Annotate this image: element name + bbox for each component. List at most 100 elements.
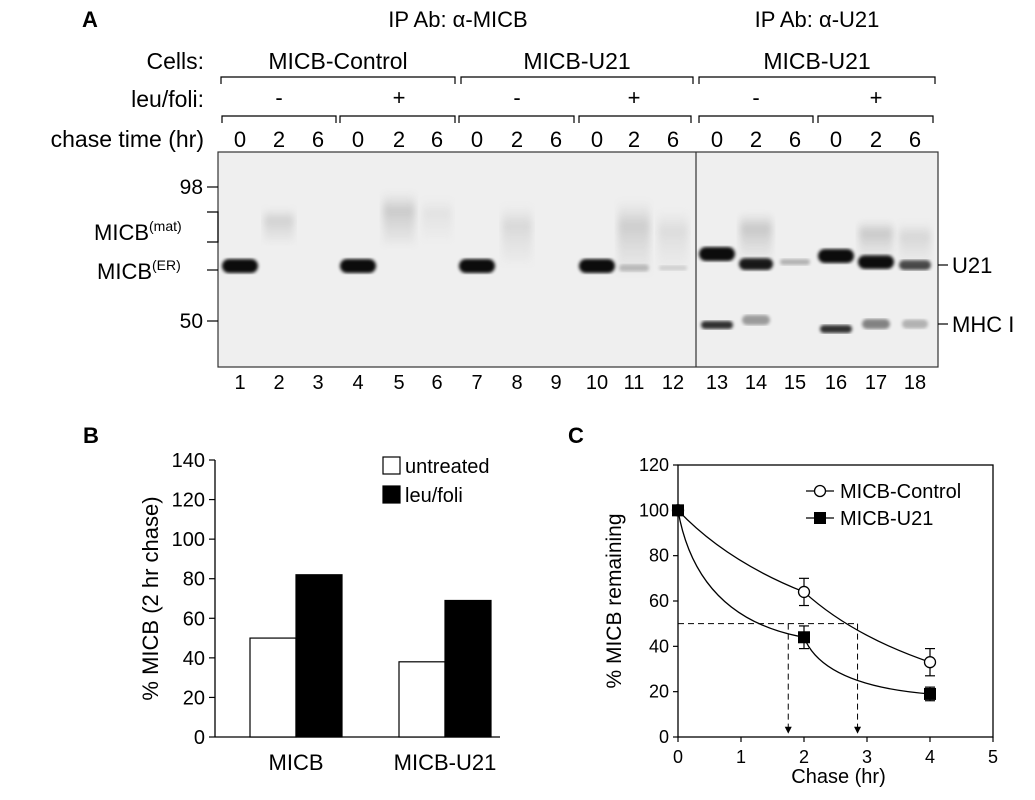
- c-legend-marker: [814, 512, 826, 524]
- lane-number: 14: [745, 372, 767, 394]
- leu-foli-mark: +: [628, 85, 641, 110]
- c-legend-label: MICB-Control: [840, 481, 961, 503]
- b-y-tick-label: 120: [172, 490, 205, 512]
- cell-groups: MICB-Control MICB-U21 MICB-U21: [220, 48, 936, 84]
- chase-time-label: 2: [393, 127, 405, 152]
- c-x-tick-label: 2: [799, 747, 809, 767]
- b-y-tick-label: 60: [183, 608, 205, 630]
- smear-micb-mat: [264, 208, 294, 242]
- band-mhc-i: [742, 315, 770, 325]
- panel-b: B 0 20 40 60 80 100 120 140 % MICB (2 hr chase) M…: [83, 423, 500, 775]
- c-point-micb-control: [797, 585, 811, 599]
- leu-foli-bracket: [817, 115, 934, 123]
- b-bar-leu-foli: [444, 599, 492, 738]
- leu-foli-bracket: [339, 115, 456, 123]
- c-y-tick-label: 60: [649, 591, 669, 611]
- c-x-tick-label: 4: [925, 747, 935, 767]
- chase-time-label: 6: [550, 127, 562, 152]
- c-y-tick-label: 0: [659, 727, 669, 747]
- leu-foli-mark: -: [275, 85, 282, 110]
- marker-50-label: 50: [180, 310, 203, 333]
- c-x-tick-label: 3: [862, 747, 872, 767]
- row-label-leu-foli: leu/foli:: [131, 86, 204, 112]
- c-y-tick-label: 20: [649, 682, 669, 702]
- band-u21: [739, 258, 773, 270]
- b-legend-swatch: [382, 456, 401, 475]
- leu-foli-mark: +: [870, 85, 883, 110]
- lane-number: 5: [393, 372, 404, 394]
- b-bar-untreated: [249, 637, 297, 738]
- ip-label-u21: IP Ab: α-U21: [755, 7, 880, 32]
- band-micb-er: [579, 259, 615, 273]
- cell-group-label: MICB-U21: [523, 48, 630, 74]
- b-y-tick-label: 20: [183, 687, 205, 709]
- lane-number: 4: [352, 372, 363, 394]
- chase-time-label: 0: [591, 127, 603, 152]
- c-legend-label: MICB-U21: [840, 508, 933, 530]
- smear-u21: [859, 220, 893, 256]
- panel-c-plot: 0 20 40 60 80 100 120 0 1 2 3 4 5 Chase (hr) % MICB re…: [603, 455, 998, 788]
- smear-u21: [899, 222, 931, 262]
- lane-number: 15: [784, 372, 806, 394]
- panel-c-letter: C: [568, 423, 584, 448]
- b-y-tick-label: 0: [194, 727, 205, 749]
- b-y-tick-label: 100: [172, 529, 205, 551]
- leu-foli-groups: - + - + - +: [221, 85, 934, 123]
- smear-micb-mat: [658, 210, 688, 268]
- lane-number: 13: [706, 372, 728, 394]
- lane-number: 7: [471, 372, 482, 394]
- chase-time-label: 6: [909, 127, 921, 152]
- c-y-tick-label: 120: [639, 455, 669, 475]
- b-bar-untreated: [398, 661, 446, 738]
- b-category-label: MICB: [269, 750, 324, 775]
- band-mhc-i: [820, 325, 852, 333]
- chase-time-label: 6: [431, 127, 443, 152]
- b-bar-leu-foli: [295, 574, 343, 738]
- leu-foli-mark: -: [513, 85, 520, 110]
- c-plot-frame: [677, 464, 994, 738]
- b-legend-swatch: [382, 485, 401, 504]
- c-point-micb-u21: [924, 687, 936, 700]
- c-y-tick-label: 100: [639, 500, 669, 520]
- chase-time-label: 6: [312, 127, 324, 152]
- cell-group-bracket: [220, 76, 456, 84]
- smear-u21: [740, 212, 772, 258]
- c-x-tick-label: 1: [736, 747, 746, 767]
- band-mhc-i: [902, 319, 928, 329]
- lane-number: 9: [550, 372, 561, 394]
- lane-number: 12: [662, 372, 684, 394]
- chase-time-label: 2: [628, 127, 640, 152]
- b-category-label: MICB-U21: [394, 750, 497, 775]
- gel-frame: [217, 151, 939, 368]
- band-u21: [899, 260, 931, 270]
- b-y-tick-label: 140: [172, 450, 205, 472]
- panel-b-letter: B: [83, 423, 99, 448]
- lane-number: 10: [586, 372, 608, 394]
- leu-foli-bracket: [458, 115, 575, 123]
- band-u21: [699, 247, 735, 261]
- row-label-chase-time: chase time (hr): [51, 126, 204, 152]
- c-legend-marker: [813, 484, 827, 498]
- band-u21: [858, 255, 894, 269]
- lane-numbers: 1 2 3 4 5 6 7 8 9 10 11 12 13 14 15 16 17 18: [234, 372, 926, 394]
- chase-time-label: 0: [234, 127, 246, 152]
- panel-c: C 0 20 40 60 80 100 120 0 1 2 3 4 5 Chase (hr) % MICB …: [568, 423, 998, 788]
- lane-number: 3: [312, 372, 323, 394]
- chase-time-label: 2: [273, 127, 285, 152]
- u21-label: U21: [952, 253, 992, 278]
- chase-time-label: 6: [667, 127, 679, 152]
- band-micb-er-faint: [659, 265, 687, 271]
- cell-group-bracket: [460, 76, 694, 84]
- leu-foli-bracket: [578, 115, 692, 123]
- panel-a-letter: A: [82, 7, 98, 32]
- smear-micb-mat: [502, 205, 532, 262]
- lane-number: 8: [511, 372, 522, 394]
- ip-label-micb: IP Ab: α-MICB: [388, 7, 527, 32]
- leu-foli-bracket: [698, 115, 814, 123]
- lane-number: 16: [825, 372, 847, 394]
- smear-micb-mat: [422, 198, 452, 240]
- leu-foli-mark: -: [752, 85, 759, 110]
- chase-time-label: 0: [711, 127, 723, 152]
